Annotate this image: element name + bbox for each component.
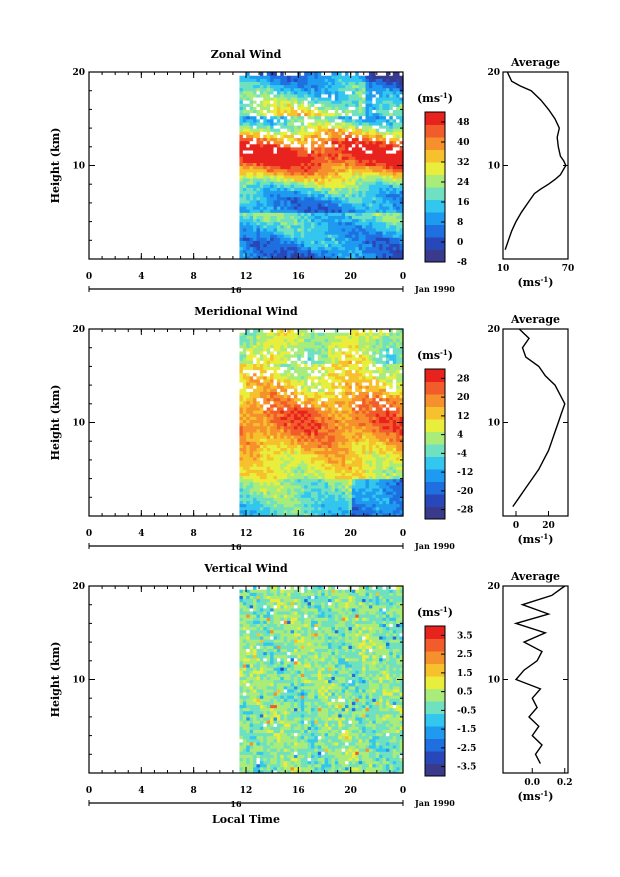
x-tick-label: 20 <box>344 272 357 282</box>
profile-x-label: (ms-1) <box>517 275 553 289</box>
x-tick-label: 4 <box>138 272 144 282</box>
colorbar-segment <box>425 137 445 150</box>
colorbar-segment <box>425 237 445 250</box>
colorbar-segment <box>425 200 445 213</box>
panel-title: Zonal Wind <box>211 48 282 61</box>
x-tick-label: 8 <box>191 272 197 282</box>
colorbar-tick-label: 16 <box>457 198 470 208</box>
colorbar-segment <box>425 175 445 188</box>
heatmap <box>239 329 403 517</box>
x-tick-label: 0 <box>86 272 92 282</box>
colorbar-tick-label: 0 <box>457 238 463 248</box>
colorbar-tick-label: -8 <box>457 258 467 268</box>
colorbar-segment <box>425 125 445 138</box>
x-tick-label: 16 <box>292 272 305 282</box>
colorbar-tick-label: 40 <box>457 138 470 148</box>
colorbar-tick-label: 24 <box>457 178 470 188</box>
x-tick-label: 0 <box>400 272 406 282</box>
colorbar-segment <box>425 225 445 238</box>
y-tick-label: 10 <box>72 162 85 172</box>
colorbar-tick-label: 48 <box>457 118 470 128</box>
colorbar-segment <box>425 250 445 263</box>
heatmap <box>239 72 403 260</box>
y-tick-label: 20 <box>72 68 85 78</box>
y-axis-label: Height (km) <box>49 128 62 204</box>
panel-title: Meridional Wind <box>194 305 298 318</box>
profile-y-tick-label: 10 <box>487 162 500 172</box>
x-tick-label: 12 <box>240 272 253 282</box>
colorbar-segment <box>425 112 445 125</box>
colorbar-tick-label: 8 <box>457 218 463 228</box>
colorbar-segment <box>425 187 445 200</box>
colorbar-segment <box>425 150 445 163</box>
profile-y-tick-label: 20 <box>487 68 500 78</box>
date-label: Jan 1990 <box>414 284 455 294</box>
colorbar-tick-label: 32 <box>457 158 470 168</box>
colorbar-segment <box>425 212 445 225</box>
profile-x-tick-label: 70 <box>562 264 575 274</box>
profile-x-tick-label: 10 <box>497 264 510 274</box>
date-tick-label: 16 <box>230 285 242 295</box>
colorbar-unit: (ms-1) <box>417 91 453 105</box>
colorbar-segment <box>425 162 445 175</box>
profile-title: Average <box>510 56 560 69</box>
